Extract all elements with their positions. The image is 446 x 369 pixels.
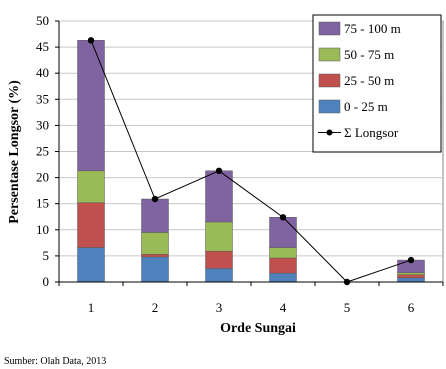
- y-tick-label: 50: [36, 13, 49, 28]
- x-tick-label: 3: [216, 300, 223, 315]
- x-axis-title: Orde Sungai: [220, 321, 296, 336]
- bar-segment: [205, 221, 233, 252]
- x-tick-label: 4: [280, 300, 287, 315]
- bar-segment: [77, 40, 105, 172]
- bar-segment: [77, 170, 105, 203]
- y-axis-ticks: 0 5 10 15 20 25 30 35 40 45 50: [36, 13, 59, 289]
- bar-segment: [269, 247, 297, 259]
- y-tick-label: 10: [36, 222, 49, 237]
- line-path: [90, 40, 412, 283]
- line-marker: [407, 256, 415, 264]
- legend-label: 0 - 25 m: [344, 99, 388, 114]
- legend: 75 - 100 m 50 - 75 m 25 - 50 m 0 - 25 m Σ Lo…: [312, 14, 442, 153]
- y-axis-title: Persentase Longsor (%): [7, 80, 22, 224]
- bar-segment: [397, 277, 425, 283]
- bar-segment: [77, 202, 105, 248]
- source-note: Sumber: Olah Data, 2013: [4, 356, 106, 367]
- legend-swatch: [318, 73, 341, 88]
- y-tick-label: 15: [36, 196, 49, 211]
- line-marker: [215, 167, 223, 175]
- y-tick-label: 35: [36, 91, 49, 106]
- legend-label: 75 - 100 m: [344, 21, 401, 36]
- y-tick-label: 25: [36, 144, 49, 159]
- line-marker: [279, 214, 287, 221]
- y-tick-label: 30: [36, 117, 49, 132]
- bar-segment: [205, 170, 233, 223]
- bar-segment: [141, 254, 169, 258]
- bar-segment: [141, 232, 169, 255]
- bar-segment: [141, 256, 169, 283]
- y-tick-label: 20: [36, 170, 49, 185]
- x-axis-ticks: 1 2 3 4 5 6: [58, 282, 444, 315]
- legend-swatch: [318, 21, 341, 36]
- y-tick-label: 5: [43, 248, 50, 263]
- x-tick-label: 6: [408, 300, 415, 315]
- bar-segment: [269, 272, 297, 283]
- bar-segment: [269, 217, 297, 248]
- legend-label: 25 - 50 m: [344, 73, 394, 88]
- y-tick-label: 45: [36, 39, 49, 54]
- y-tick-label: 0: [43, 274, 50, 289]
- legend-swatch: [318, 47, 341, 62]
- legend-line-marker: [326, 129, 333, 136]
- bar-segment: [397, 272, 425, 275]
- bar-segment: [77, 247, 105, 283]
- x-tick-label: 2: [152, 300, 159, 315]
- x-tick-label: 5: [344, 300, 351, 315]
- bar-segment: [141, 198, 169, 233]
- bar-segment: [205, 250, 233, 269]
- legend-label: Σ Longsor: [344, 125, 399, 140]
- line-marker: [87, 37, 95, 44]
- longsor-line: [87, 37, 415, 286]
- bar-segment: [397, 274, 425, 279]
- bar-segment: [269, 257, 297, 274]
- bars: [77, 40, 425, 283]
- bar-segment: [205, 268, 233, 283]
- x-tick-label: 1: [88, 300, 95, 315]
- line-marker: [151, 195, 159, 203]
- y-tick-label: 40: [36, 65, 49, 80]
- legend-label: 50 - 75 m: [344, 47, 394, 62]
- legend-swatch: [318, 99, 341, 114]
